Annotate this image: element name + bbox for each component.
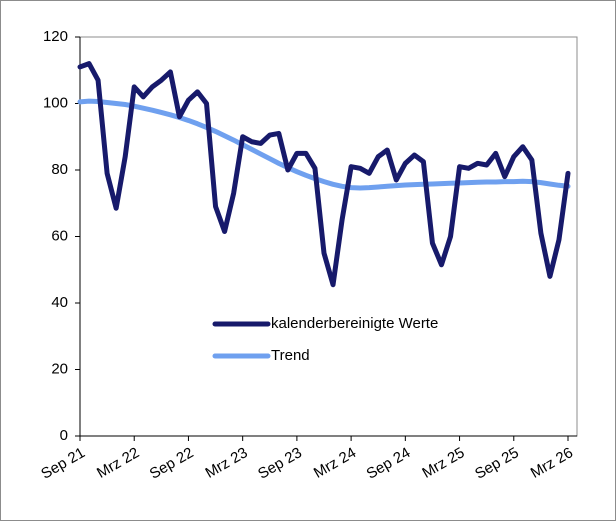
series-line [77,61,571,288]
y-tick-label: 100 [43,94,68,111]
y-tick-label: 80 [51,161,68,178]
legend-label: kalenderbereinigte Werte [271,315,438,332]
y-tick-label: 0 [60,427,68,444]
legend-label: Trend [271,347,310,364]
y-tick-label: 20 [51,360,68,377]
y-tick-label: 40 [51,294,68,311]
series-line [77,98,571,191]
y-tick-label: 60 [51,227,68,244]
y-tick-label: 120 [43,28,68,45]
